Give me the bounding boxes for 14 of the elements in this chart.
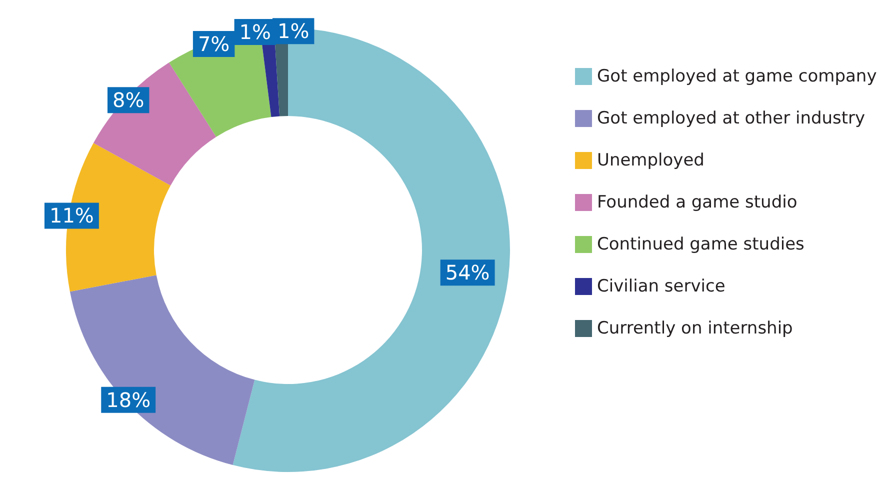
data-label: 1% <box>239 20 272 44</box>
legend-label: Civilian service <box>597 276 726 296</box>
data-label: 8% <box>112 88 144 112</box>
data-label: 11% <box>49 204 94 228</box>
data-label: 7% <box>198 32 230 56</box>
data-label: 54% <box>445 260 490 285</box>
legend-label: Founded a game studio <box>597 192 798 212</box>
legend-label: Currently on internship <box>597 318 793 338</box>
data-label: 18% <box>106 388 151 412</box>
legend-label: Unemployed <box>597 150 704 170</box>
legend-label: Got employed at other industry <box>597 108 866 128</box>
legend-label: Continued game studies <box>597 234 805 254</box>
legend-label: Got employed at game company <box>597 66 877 86</box>
data-label: 1% <box>277 19 310 44</box>
